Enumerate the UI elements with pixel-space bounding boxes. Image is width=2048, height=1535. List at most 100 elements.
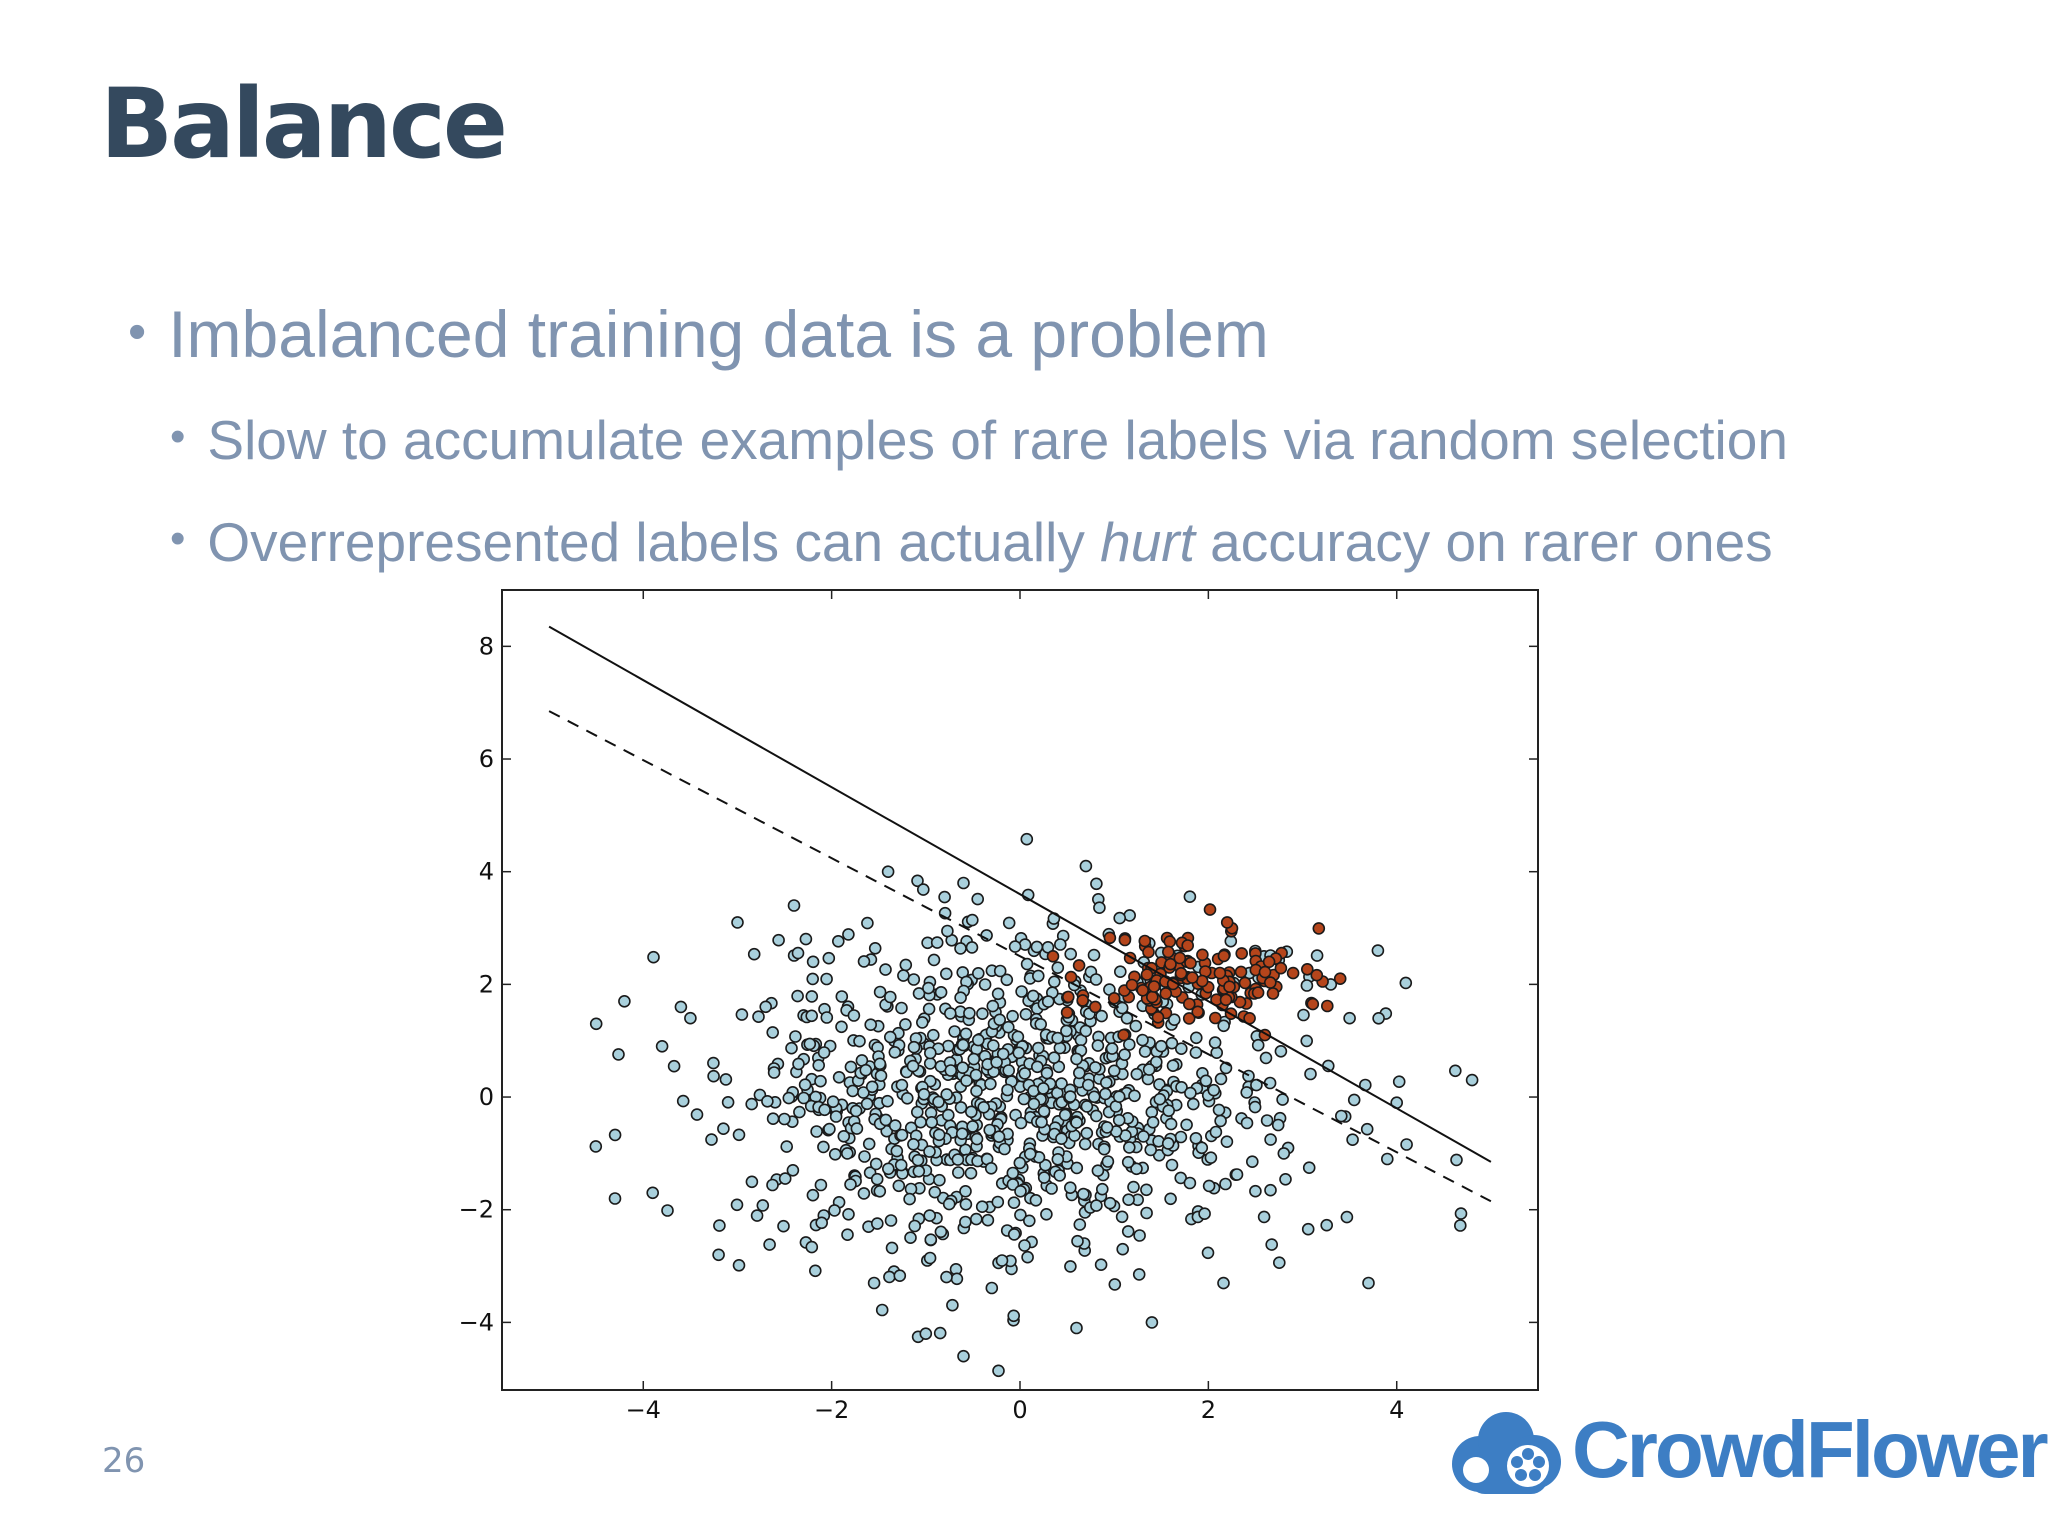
point-majority [731,916,744,929]
point-majority [1454,1207,1468,1220]
point-majority [1162,1104,1175,1117]
point-majority [954,942,967,955]
point-minority [1186,971,1199,984]
y-tick-label: 2 [479,970,494,998]
point-majority [745,1175,759,1189]
point-majority [895,1001,908,1015]
point-majority [719,1073,733,1086]
point-majority [1165,1158,1179,1172]
point-majority [955,1127,969,1140]
point-majority [785,1041,798,1055]
point-majority [1129,1019,1143,1033]
point-majority [975,1200,989,1213]
point-majority [1183,1176,1197,1190]
bullet-text-post: accuracy on rarer ones [1194,511,1773,573]
point-majority [1035,1115,1048,1129]
point-majority [1145,1105,1159,1119]
point-majority [589,1017,603,1031]
point-minority [1182,1012,1196,1025]
point-majority [1070,1161,1084,1175]
point-majority [1100,1076,1113,1089]
point-majority [938,890,951,904]
point-majority [1175,1042,1188,1055]
point-majority [967,1052,981,1066]
point-majority [1071,1234,1084,1248]
point-majority [959,1215,972,1229]
point-majority [1051,1153,1065,1166]
point-minority [1173,951,1187,965]
point-majority [1264,1183,1277,1197]
point-majority [991,987,1005,1001]
point-minority [1181,939,1194,952]
point-majority [869,1157,883,1171]
point-majority [1198,1207,1211,1220]
point-majority [857,1187,871,1200]
point-minority [1147,980,1161,993]
point-majority [818,1103,831,1117]
point-majority [924,1233,938,1246]
point-majority [1260,1114,1274,1127]
point-majority [998,1142,1011,1156]
point-majority [1392,1075,1406,1088]
point-majority [1123,1141,1136,1154]
point-majority [976,1007,989,1021]
point-majority [766,1026,780,1039]
point-majority [1023,1147,1037,1161]
bullet-text-emphasis: hurt [1100,511,1195,573]
point-majority [1006,1178,1020,1191]
point-majority [1145,1316,1159,1329]
point-majority [840,1147,854,1160]
point-majority [844,1060,858,1074]
bullet-dot: • [170,514,186,563]
point-majority [1273,1256,1286,1269]
point-majority [778,1172,792,1185]
point-majority [895,1128,909,1142]
point-majority [1060,1024,1073,1038]
point-majority [1020,957,1034,971]
point-majority [713,1219,726,1232]
point-majority [1146,1116,1160,1129]
point-minority [1312,922,1326,935]
point-majority [766,1112,780,1125]
point-majority [1041,995,1055,1008]
point-majority [1320,1218,1333,1232]
point-majority [712,1248,725,1262]
point-majority [1230,1168,1244,1181]
point-majority [684,1011,697,1025]
point-majority [1073,1066,1086,1080]
point-majority [928,1185,942,1199]
point-majority [1037,1105,1051,1118]
point-majority [1039,1158,1052,1172]
point-majority [944,1064,958,1077]
point-majority [971,892,985,906]
point-majority [923,1145,936,1158]
bullet-item: • Imbalanced training data is a problem [128,296,1269,372]
point-majority [1027,1097,1041,1111]
point-majority [1018,1067,1032,1080]
point-majority [1219,1177,1232,1191]
point-majority [1343,1011,1356,1025]
point-minority [1203,903,1217,916]
point-majority [1133,1229,1146,1242]
point-majority [927,953,941,967]
point-majority [820,1011,834,1024]
point-majority [1064,1260,1077,1273]
point-majority [900,1092,914,1105]
point-majority [1161,1137,1175,1150]
point-majority [1257,1210,1271,1224]
point-majority [1047,1051,1061,1064]
decision-boundary-dashed [548,710,1492,1203]
y-tick-label: 6 [479,745,494,773]
point-minority [1333,972,1347,986]
point-majority [1002,916,1016,930]
point-majority [806,972,820,986]
point-majority [1007,1309,1021,1323]
point-majority [1201,1246,1215,1260]
point-majority [1165,1036,1179,1050]
point-majority [904,1231,917,1244]
decision-boundary-solid [548,625,1492,1163]
point-majority [996,1047,1010,1061]
point-minority [1060,1006,1074,1019]
point-majority [1381,1152,1394,1166]
point-minority [1174,966,1188,980]
